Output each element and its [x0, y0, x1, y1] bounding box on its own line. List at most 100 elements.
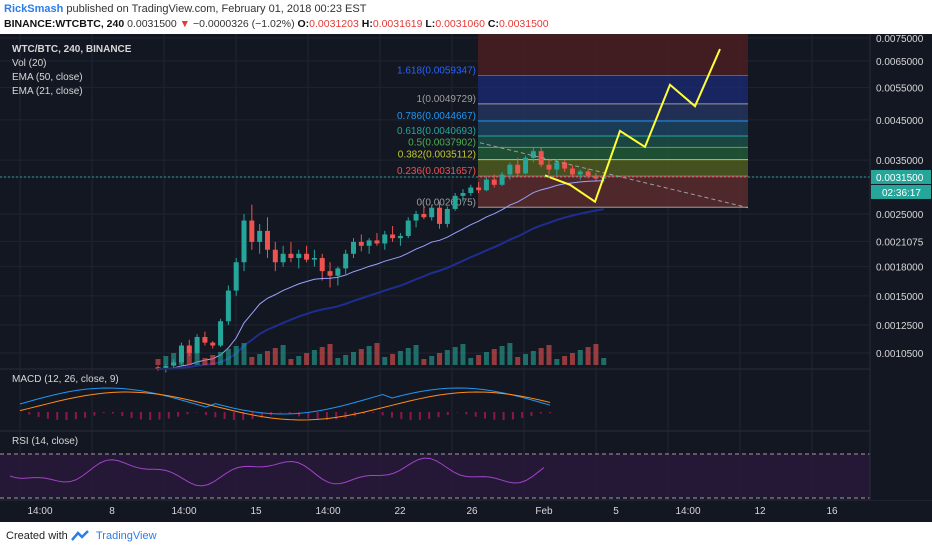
candle-body: [163, 365, 169, 369]
macd-histogram-bar: [56, 412, 59, 420]
volume-bar: [530, 351, 536, 365]
volume-bar: [171, 353, 177, 365]
fib-level-label: 0(0.0026075): [417, 197, 477, 208]
candle-body: [491, 179, 497, 185]
macd-histogram-bar: [474, 412, 477, 417]
price-tick-label: 0.0075000: [876, 34, 924, 45]
macd-histogram-bar: [214, 412, 217, 418]
fib-zone: [478, 176, 748, 208]
macd-histogram-bar: [391, 412, 393, 418]
candle-body: [335, 268, 341, 276]
time-tick-label: 14:00: [315, 506, 340, 517]
publish-line: RickSmash published on TradingView.com, …: [4, 3, 366, 15]
candle-body: [421, 213, 427, 218]
fib-level-label: 0.382(0.0035112): [398, 150, 476, 161]
macd-histogram-bar: [437, 412, 440, 418]
volume-bar: [280, 345, 286, 365]
volume-bar: [476, 355, 482, 365]
ema50-label[interactable]: EMA (50, close): [12, 72, 83, 83]
price-tick-label: 0.0035000: [876, 156, 924, 167]
fib-zone: [478, 103, 748, 122]
volume-bar: [202, 358, 208, 365]
fib-level-label: 0.618(0.0040693): [397, 126, 476, 137]
candle-body: [257, 230, 263, 242]
chart-background: [0, 34, 932, 522]
macd-histogram-bar: [381, 412, 384, 416]
candle-body: [304, 253, 310, 260]
macd-line: [19, 387, 551, 415]
low-key: L:: [425, 18, 436, 30]
candle-body: [585, 171, 591, 176]
time-tick-label: 14:00: [27, 506, 52, 517]
volume-bar: [225, 349, 231, 365]
macd-histogram-bar: [93, 412, 96, 416]
ema21-label[interactable]: EMA (21, close): [12, 86, 83, 97]
current-price-label: 0.0031500: [876, 173, 924, 184]
time-tick-label: Feb: [535, 506, 553, 517]
chart-svg[interactable]: 1.618(0.0059347) 1(0.0049729) 0.786(0.0044…: [0, 34, 932, 522]
macd-histogram-bar: [260, 412, 263, 418]
volume-bar: [210, 355, 216, 365]
price-tick-label: 0.0045000: [876, 116, 924, 127]
candle-body: [569, 168, 575, 175]
volume-bar: [304, 353, 310, 365]
candle-body: [351, 241, 356, 254]
candle-body: [390, 234, 396, 239]
volume-bar: [491, 349, 497, 365]
candle-body: [311, 257, 317, 260]
volume-bar: [429, 356, 435, 365]
volume-bar: [554, 359, 560, 365]
change-value: −0.0000326 (−1.02%): [192, 18, 295, 30]
fib-level-label: 1(0.0049729): [417, 94, 477, 105]
macd-histogram-bar: [279, 412, 282, 413]
macd-histogram-bar: [511, 412, 514, 420]
vol-label[interactable]: Vol (20): [12, 58, 47, 69]
low-value: 0.0031060: [435, 18, 485, 30]
candle-body: [288, 253, 294, 258]
volume-bar: [272, 348, 278, 365]
volume-bar: [444, 350, 450, 365]
tradingview-brand[interactable]: TradingView: [96, 530, 157, 542]
volume-bar: [382, 357, 388, 365]
macd-histogram-bar: [530, 412, 533, 416]
candle-body: [468, 187, 474, 194]
price-tick-label: 0.0065000: [876, 57, 924, 68]
volume-bar: [186, 347, 192, 365]
countdown-tag: [871, 184, 931, 199]
candle-body: [460, 193, 466, 196]
macd-histogram-bar: [307, 412, 310, 419]
fib-zone: [478, 159, 748, 177]
macd-label[interactable]: MACD (12, 26, close, 9): [12, 374, 119, 385]
candle-body: [437, 207, 443, 224]
price-tick-label: 0.0010500: [876, 349, 924, 360]
trend-line: [479, 142, 749, 209]
fib-zone: [478, 121, 748, 136]
candle-body: [554, 162, 560, 170]
current-price-tag: [871, 169, 931, 184]
macd-histogram-bar: [74, 412, 77, 420]
countdown-label: 02:36:17: [882, 188, 921, 199]
rsi-label[interactable]: RSI (14, close): [12, 436, 79, 447]
volume-bar: [358, 349, 364, 365]
candle-body: [241, 220, 247, 263]
time-tick-label: 22: [394, 506, 406, 517]
macd-histogram-bar: [428, 412, 431, 419]
time-tick-label: 14:00: [675, 506, 700, 517]
candle-body: [483, 179, 489, 191]
macd-histogram-bar: [325, 412, 328, 420]
volume-bar: [546, 345, 552, 365]
projection-path: [544, 48, 721, 204]
author-name[interactable]: RickSmash: [4, 3, 64, 15]
macd-histogram-bar: [335, 412, 338, 420]
price-tick-label: 0.0025000: [876, 210, 924, 221]
macd-histogram-bar: [502, 412, 505, 420]
chart-area[interactable]: 1.618(0.0059347) 1(0.0049729) 0.786(0.0044…: [0, 34, 932, 522]
candle-body: [562, 162, 568, 169]
candle-body: [397, 235, 403, 239]
macd-histogram-bar: [121, 412, 124, 417]
fib-zone-top: [478, 34, 748, 76]
volume-bar: [569, 353, 575, 365]
macd-histogram-bar: [149, 412, 152, 420]
volume-bar: [351, 352, 356, 365]
candle-body: [366, 240, 372, 246]
